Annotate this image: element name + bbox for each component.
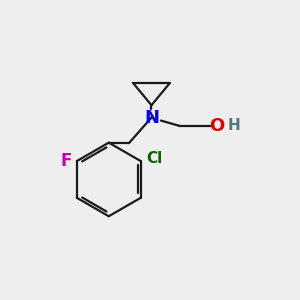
Text: F: F xyxy=(60,152,71,170)
Text: O: O xyxy=(209,117,224,135)
Text: H: H xyxy=(227,118,240,134)
Text: Cl: Cl xyxy=(146,151,162,166)
Text: N: N xyxy=(144,109,159,127)
